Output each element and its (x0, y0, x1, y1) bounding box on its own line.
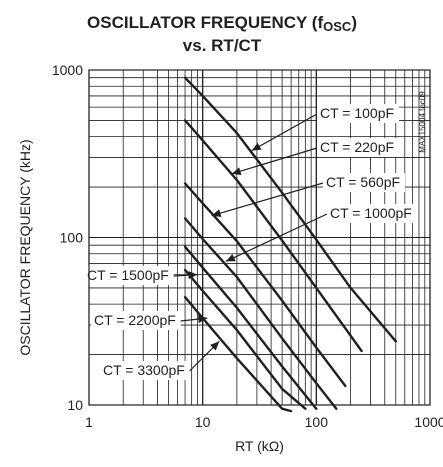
annotation-7: CT = 3300pF (100, 340, 220, 380)
annotation-4: CT = 1000pF (225, 204, 417, 262)
series-line-6 (183, 268, 307, 410)
grid (88, 69, 431, 406)
annotation-label: CT = 220pF (320, 139, 394, 155)
watermark-text: MAX15004 toc09 (418, 91, 427, 153)
chart-title-subscript: OSC (323, 19, 352, 34)
annotation-label: CT = 3300pF (103, 362, 185, 378)
annotation-arrow-head (225, 253, 236, 262)
series-line-1 (183, 76, 397, 343)
x-tick-label: 100 (305, 414, 329, 430)
annotation-arrow-head (251, 142, 262, 151)
x-tick-label: 10 (195, 414, 211, 430)
annotations-group: CT = 100pF CT = 220pF CT = 560pF CT = 1000p… (84, 104, 417, 380)
annotation-box (317, 138, 399, 157)
annotation-box (327, 204, 417, 223)
annotation-box (100, 361, 190, 380)
annotation-label: CT = 1000pF (330, 205, 412, 221)
annotation-arrow-head (197, 315, 208, 324)
annotation-1: CT = 100pF (251, 104, 399, 152)
annotation-box (317, 104, 399, 123)
annotation-arrow-head (188, 271, 198, 280)
chart-title-main: OSCILLATOR FREQUENCY (f (87, 13, 323, 32)
y-tick-label: 1000 (52, 62, 83, 78)
annotation-label: CT = 2200pF (94, 312, 176, 328)
x-axis-label: RT (kΩ) (235, 438, 284, 454)
x-tick-label: 1 (85, 414, 93, 430)
y-axis-label: OSCILLATOR FREQUENCY (kHz) (17, 139, 33, 355)
plot-frame (88, 69, 431, 406)
chart-title-end: ) (351, 13, 357, 32)
annotation-5: CT = 1500pF (84, 266, 198, 285)
annotation-arrow-head (231, 167, 242, 176)
annotation-6: CT = 2200pF (91, 311, 208, 330)
y-tick-label: 10 (67, 397, 83, 413)
chart-title-line1: OSCILLATOR FREQUENCY (fOSC) (87, 13, 357, 34)
annotation-3: CT = 560pF (211, 173, 405, 217)
x-tick-label: 1000 (414, 414, 443, 430)
y-tick-label: 100 (60, 230, 84, 246)
annotation-arrow-line (251, 113, 318, 152)
annotation-arrow-line (211, 182, 324, 217)
annotation-arrow-line (225, 213, 328, 262)
series-group (183, 76, 397, 413)
series-line-5 (183, 245, 318, 410)
series-line-3 (183, 182, 347, 388)
annotation-arrow-head (211, 209, 222, 217)
annotation-label: CT = 100pF (320, 105, 394, 121)
chart-title-line2: vs. RT/CT (183, 36, 262, 55)
annotation-box (91, 311, 181, 330)
annotation-2: CT = 220pF (231, 138, 399, 176)
annotation-box (84, 266, 174, 285)
annotation-arrow-head (210, 341, 220, 351)
series-line-7 (183, 296, 293, 413)
annotation-label: CT = 560pF (326, 174, 400, 190)
annotation-arrow-line (231, 147, 318, 175)
series-line-2 (183, 119, 363, 353)
annotation-label: CT = 1500pF (87, 267, 169, 283)
annotation-box (323, 173, 405, 192)
series-line-4 (183, 217, 338, 410)
